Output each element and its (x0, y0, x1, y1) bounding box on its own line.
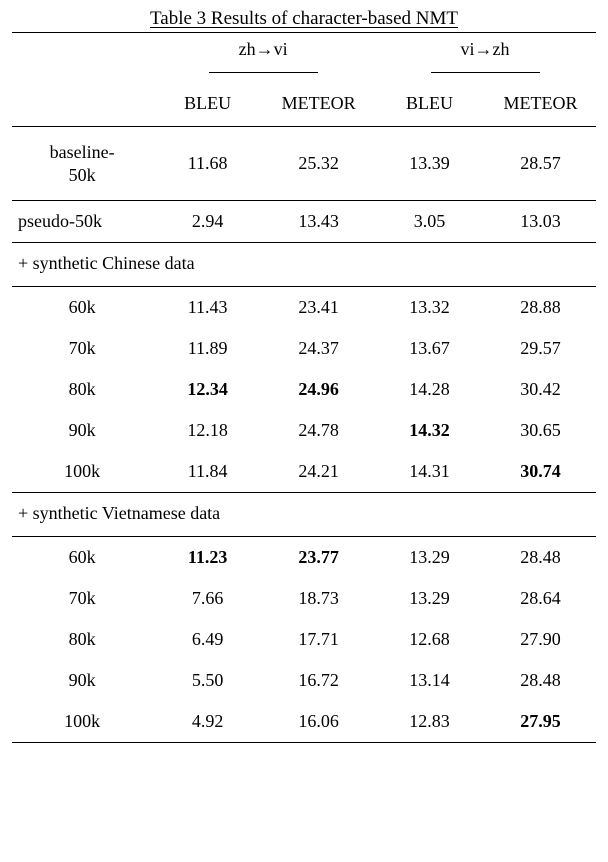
col-meteor-2: METEOR (485, 83, 596, 127)
cell: 11.68 (152, 127, 263, 201)
cell: 13.43 (263, 201, 374, 243)
group2-label: vi→zh (431, 39, 540, 73)
cell: 11.23 (152, 537, 263, 579)
table-row: 60k 11.43 23.41 13.32 28.88 (12, 287, 596, 329)
table-row: 90k 12.18 24.78 14.32 30.65 (12, 410, 596, 451)
cell: 4.92 (152, 701, 263, 743)
cell: 3.05 (374, 201, 485, 243)
row-label: 100k (12, 451, 152, 493)
cell: 12.68 (374, 619, 485, 660)
table-row: 80k 6.49 17.71 12.68 27.90 (12, 619, 596, 660)
cell: 27.95 (485, 701, 596, 743)
table-caption: Table 3 Results of character-based NMT (12, 8, 596, 30)
cell: 13.29 (374, 537, 485, 579)
cell: 27.90 (485, 619, 596, 660)
cell: 17.71 (263, 619, 374, 660)
cell: 29.57 (485, 328, 596, 369)
cell: 30.74 (485, 451, 596, 493)
cell: 13.32 (374, 287, 485, 329)
cell: 28.64 (485, 578, 596, 619)
cell: 30.42 (485, 369, 596, 410)
row-label: 60k (12, 287, 152, 329)
section-chinese: + synthetic Chinese data (12, 243, 596, 287)
cell: 23.77 (263, 537, 374, 579)
row-label: 80k (12, 369, 152, 410)
cell: 28.57 (485, 127, 596, 201)
cell: 14.31 (374, 451, 485, 493)
cell: 13.29 (374, 578, 485, 619)
col-meteor-1: METEOR (263, 83, 374, 127)
col-bleu-2: BLEU (374, 83, 485, 127)
cell: 5.50 (152, 660, 263, 701)
cell: 28.48 (485, 537, 596, 579)
row-label: 90k (12, 410, 152, 451)
cell: 16.06 (263, 701, 374, 743)
cell: 30.65 (485, 410, 596, 451)
cell: 2.94 (152, 201, 263, 243)
results-table: zh→vi vi→zh BLEU METEOR BLEU METEOR base… (12, 32, 596, 743)
cell: 13.67 (374, 328, 485, 369)
cell: 24.37 (263, 328, 374, 369)
cell: 28.48 (485, 660, 596, 701)
cell: 28.88 (485, 287, 596, 329)
baseline-row: baseline- 50k 11.68 25.32 13.39 28.57 (12, 127, 596, 201)
sub-header-row: BLEU METEOR BLEU METEOR (12, 83, 596, 127)
col-bleu-1: BLEU (152, 83, 263, 127)
table-row: 70k 7.66 18.73 13.29 28.64 (12, 578, 596, 619)
table-row: 100k 11.84 24.21 14.31 30.74 (12, 451, 596, 493)
row-label: 80k (12, 619, 152, 660)
cell: 16.72 (263, 660, 374, 701)
pseudo-row: pseudo-50k 2.94 13.43 3.05 13.03 (12, 201, 596, 243)
table-row: 100k 4.92 16.06 12.83 27.95 (12, 701, 596, 743)
cell: 6.49 (152, 619, 263, 660)
pseudo-label: pseudo-50k (12, 201, 152, 243)
row-label: 60k (12, 537, 152, 579)
table-row: 70k 11.89 24.37 13.67 29.57 (12, 328, 596, 369)
cell: 13.03 (485, 201, 596, 243)
cell: 12.83 (374, 701, 485, 743)
cell: 11.43 (152, 287, 263, 329)
cell: 24.78 (263, 410, 374, 451)
cell: 24.96 (263, 369, 374, 410)
table-row: 60k 11.23 23.77 13.29 28.48 (12, 537, 596, 579)
cell: 11.84 (152, 451, 263, 493)
cell: 18.73 (263, 578, 374, 619)
row-label: 70k (12, 328, 152, 369)
cell: 12.18 (152, 410, 263, 451)
cell: 23.41 (263, 287, 374, 329)
cell: 14.28 (374, 369, 485, 410)
table-row: 80k 12.34 24.96 14.28 30.42 (12, 369, 596, 410)
group1-label: zh→vi (209, 39, 318, 73)
cell: 24.21 (263, 451, 374, 493)
row-label: 70k (12, 578, 152, 619)
cell: 13.14 (374, 660, 485, 701)
baseline-label: baseline- 50k (12, 141, 152, 186)
table-row: 90k 5.50 16.72 13.14 28.48 (12, 660, 596, 701)
group-header-row: zh→vi vi→zh (12, 33, 596, 84)
cell: 14.32 (374, 410, 485, 451)
cell: 7.66 (152, 578, 263, 619)
section-vietnamese: + synthetic Vietnamese data (12, 493, 596, 537)
row-label: 90k (12, 660, 152, 701)
row-label: 100k (12, 701, 152, 743)
cell: 13.39 (374, 127, 485, 201)
cell: 12.34 (152, 369, 263, 410)
cell: 11.89 (152, 328, 263, 369)
cell: 25.32 (263, 127, 374, 201)
